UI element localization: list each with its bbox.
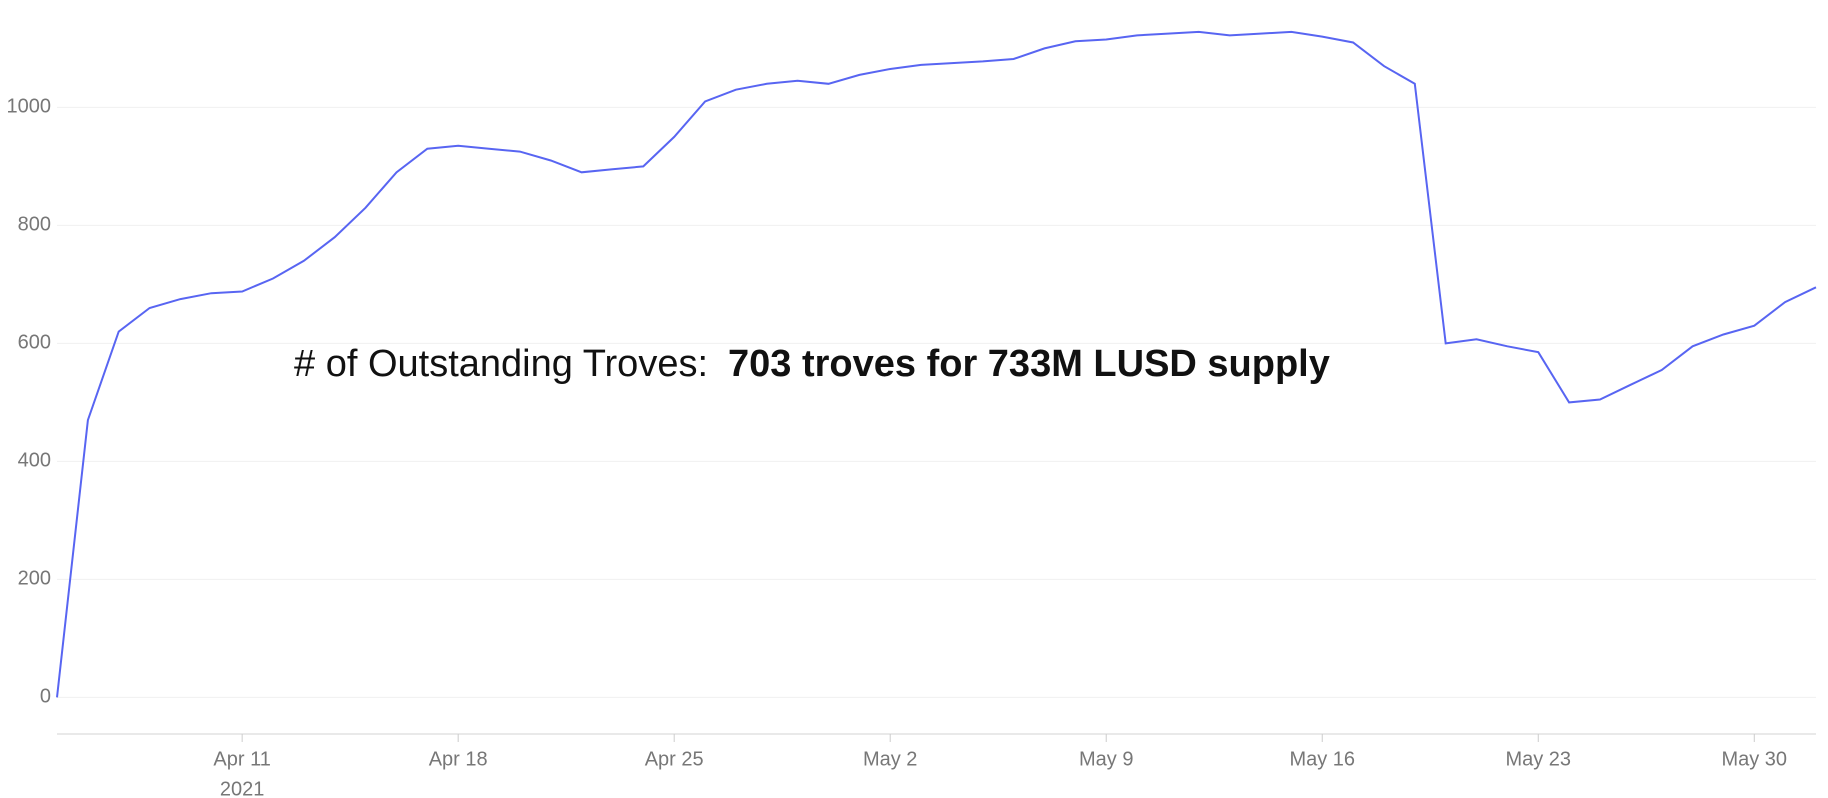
x-tick-label: Apr 11: [213, 748, 270, 770]
y-tick-label: 200: [18, 568, 51, 590]
data-line: [56, 30, 1817, 698]
x-tick-label: Apr 25: [645, 748, 704, 770]
annotation-value: 703 troves for 733M LUSD supply: [728, 343, 1330, 385]
annotation-label: # of Outstanding Troves:: [294, 343, 708, 385]
x-tick-label: Apr 18: [429, 748, 488, 770]
x-tick-label: May 23: [1505, 748, 1571, 770]
x-tick-label: May 16: [1289, 748, 1355, 770]
x-tick-label: May 30: [1721, 748, 1787, 770]
x-tick-label: May 2: [863, 748, 917, 770]
y-tick-label: 800: [18, 214, 51, 236]
y-tick-label: 1000: [7, 96, 52, 118]
annotation: # of Outstanding Troves: 703 troves for 7…: [294, 343, 1330, 385]
y-tick-label: 600: [18, 332, 51, 354]
x-tick-sublabel: 2021: [220, 778, 265, 798]
y-tick-label: 0: [40, 686, 51, 708]
x-tick-label: May 9: [1079, 748, 1133, 770]
y-tick-label: 400: [18, 450, 51, 472]
